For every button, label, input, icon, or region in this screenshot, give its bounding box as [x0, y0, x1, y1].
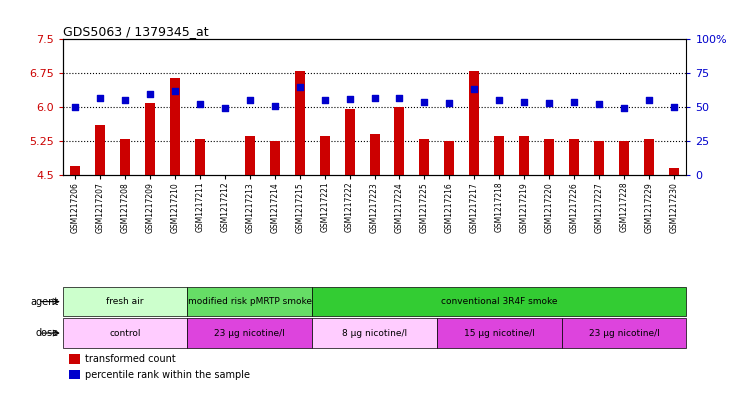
Bar — [437, 318, 562, 348]
Point — [269, 103, 280, 109]
Bar — [419, 139, 430, 175]
Bar — [619, 141, 629, 175]
Text: conventional 3R4F smoke: conventional 3R4F smoke — [441, 297, 557, 306]
Bar — [520, 136, 529, 175]
Bar — [444, 141, 455, 175]
Point — [219, 105, 231, 112]
Bar — [187, 318, 312, 348]
Bar — [544, 139, 554, 175]
Bar — [95, 125, 105, 175]
Bar — [245, 136, 255, 175]
Point — [319, 97, 331, 103]
Point — [568, 99, 580, 105]
Point — [169, 88, 181, 94]
Text: modified risk pMRTP smoke: modified risk pMRTP smoke — [187, 297, 312, 306]
Point — [543, 100, 555, 106]
Bar — [669, 168, 679, 175]
Bar — [69, 354, 80, 364]
Point — [643, 97, 655, 103]
Point — [94, 94, 106, 101]
Bar — [120, 139, 130, 175]
Bar — [469, 71, 479, 175]
Text: 8 μg nicotine/l: 8 μg nicotine/l — [342, 329, 407, 338]
Point — [144, 90, 156, 97]
Point — [294, 84, 306, 90]
Point — [120, 97, 131, 103]
Point — [194, 101, 206, 108]
Point — [493, 97, 505, 103]
Bar — [63, 318, 187, 348]
Bar — [494, 136, 504, 175]
Bar — [145, 103, 155, 175]
Text: 23 μg nicotine/l: 23 μg nicotine/l — [589, 329, 659, 338]
Bar — [195, 139, 205, 175]
Text: 15 μg nicotine/l: 15 μg nicotine/l — [463, 329, 535, 338]
Bar — [170, 78, 180, 175]
Text: percentile rank within the sample: percentile rank within the sample — [85, 369, 249, 380]
Bar — [270, 141, 280, 175]
Bar — [69, 369, 80, 380]
Text: transformed count: transformed count — [85, 354, 176, 364]
Point — [69, 104, 81, 110]
Point — [418, 99, 430, 105]
Bar — [594, 141, 604, 175]
Text: fresh air: fresh air — [106, 297, 144, 306]
Bar — [562, 318, 686, 348]
Text: 23 μg nicotine/l: 23 μg nicotine/l — [215, 329, 285, 338]
Bar — [395, 107, 404, 175]
Point — [668, 104, 680, 110]
Point — [393, 94, 405, 101]
Bar — [63, 287, 187, 316]
Point — [518, 99, 530, 105]
Point — [469, 86, 480, 93]
Bar — [294, 71, 305, 175]
Bar — [320, 136, 330, 175]
Bar — [312, 318, 437, 348]
Point — [344, 96, 356, 102]
Bar — [644, 139, 654, 175]
Point — [244, 97, 255, 103]
Point — [444, 100, 455, 106]
Text: dose: dose — [36, 328, 59, 338]
Text: agent: agent — [31, 297, 59, 307]
Bar — [70, 166, 80, 175]
Point — [593, 101, 605, 108]
Bar — [370, 134, 379, 175]
Bar — [345, 109, 354, 175]
Text: control: control — [109, 329, 141, 338]
Bar — [187, 287, 312, 316]
Point — [368, 94, 381, 101]
Bar — [569, 139, 579, 175]
Point — [618, 105, 630, 112]
Text: GDS5063 / 1379345_at: GDS5063 / 1379345_at — [63, 25, 208, 38]
Bar — [312, 287, 686, 316]
